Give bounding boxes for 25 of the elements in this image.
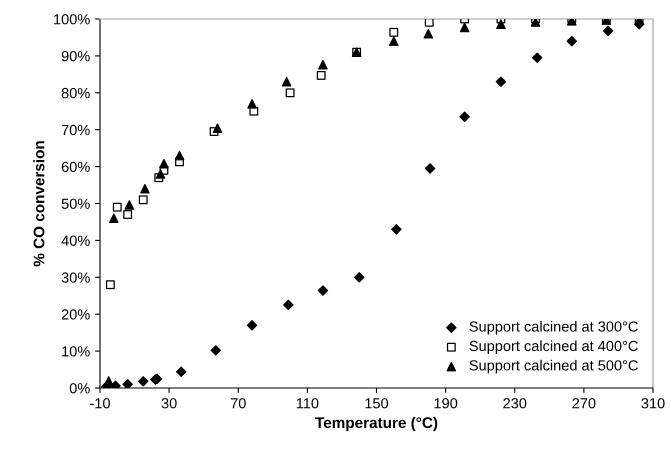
y-tick-label: 90% [62,51,90,62]
x-tick-label: 230 [503,398,526,408]
x-tick-label: 150 [365,398,388,408]
y-tick-label: 100% [54,14,90,24]
x-tick-label: 70 [230,398,246,408]
y-tick-label: 80% [62,88,90,98]
legend-label: Support calcined at 300°C [469,320,638,335]
x-tick-label: 190 [434,398,458,408]
y-tick-label: 10% [62,346,90,357]
x-tick-label: 110 [296,398,318,408]
y-tick-label: 30% [62,272,90,283]
x-tick-label: 270 [572,398,596,408]
legend-label: Support calcined at 400°C [469,340,638,354]
y-axis-title: % CO conversion [33,141,44,266]
x-tick-label: 310 [641,398,665,408]
legend-label: Support calcined at 500°C [469,360,638,374]
y-tick-label: 20% [62,309,90,320]
y-tick-label: 0% [70,383,90,394]
y-tick-label: 50% [62,198,90,209]
y-tick-label: 40% [61,236,90,246]
x-tick-label: 30 [162,398,177,408]
y-tick-label: 70% [62,124,90,136]
x-tick-label: -10 [90,398,110,408]
y-tick-label: 60% [62,162,90,172]
x-axis-title: Temperature (°C) [315,416,438,432]
